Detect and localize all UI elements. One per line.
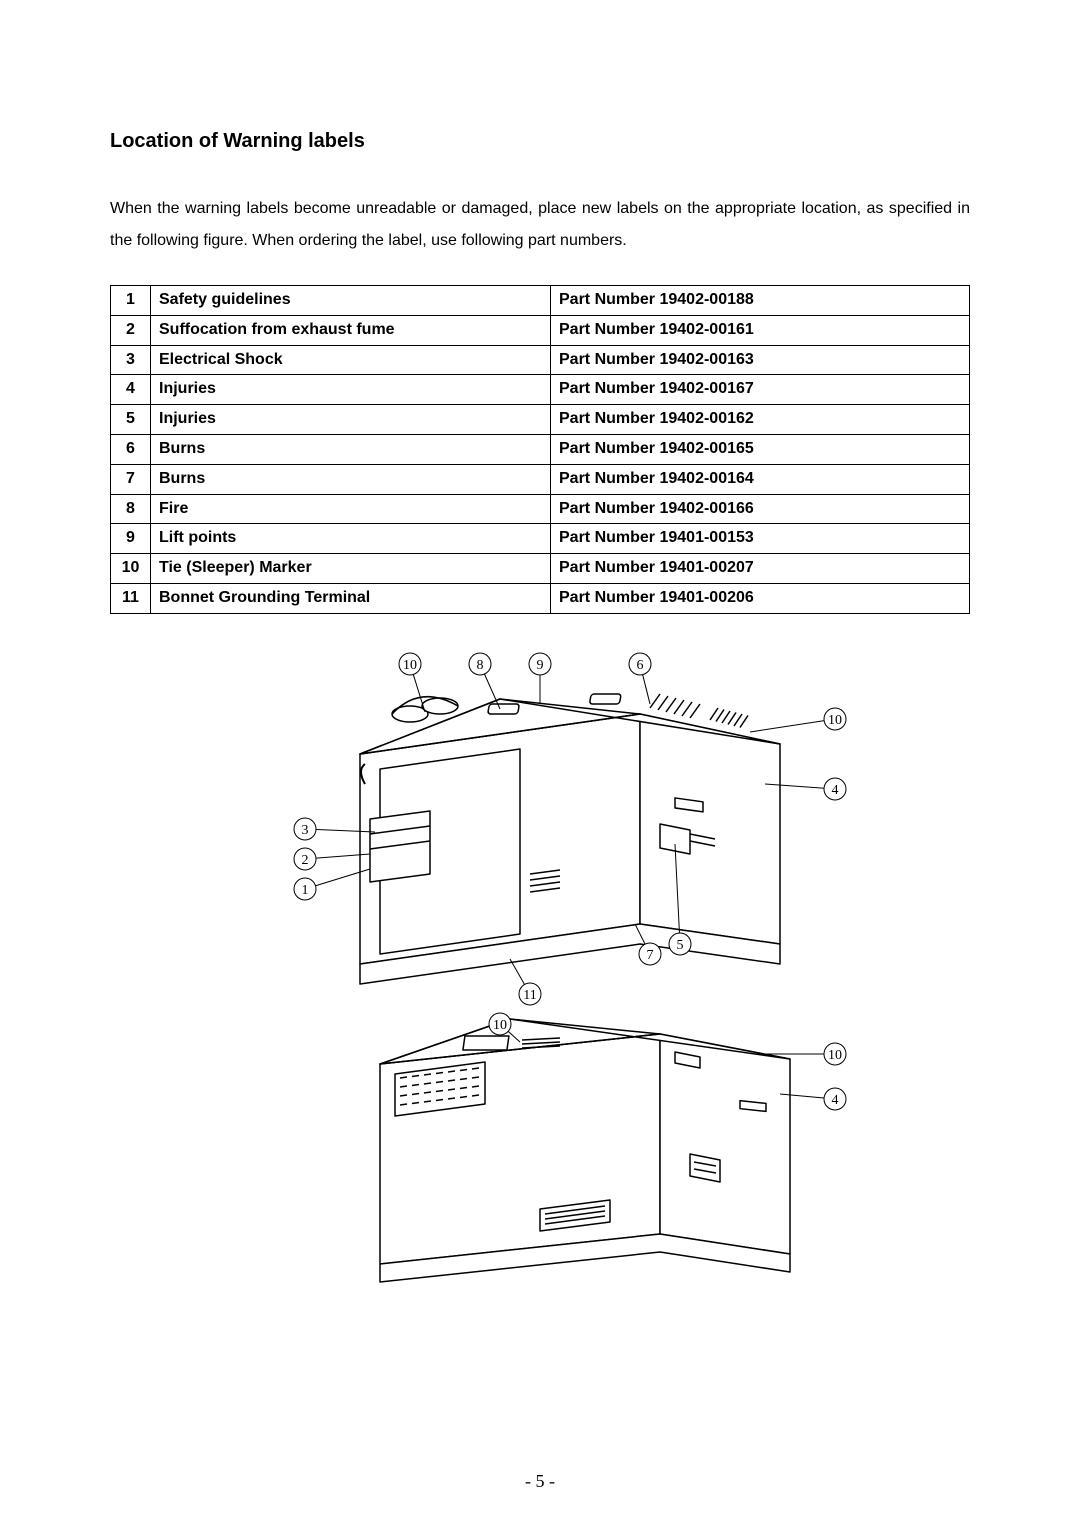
svg-text:1: 1 (302, 883, 309, 898)
row-part-number: Part Number 19402-00165 (551, 434, 970, 464)
row-number: 2 (111, 315, 151, 345)
svg-text:11: 11 (523, 988, 536, 1003)
table-row: 5InjuriesPart Number 19402-00162 (111, 405, 970, 435)
row-description: Fire (151, 494, 551, 524)
table-row: 4InjuriesPart Number 19402-00167 (111, 375, 970, 405)
row-part-number: Part Number 19402-00161 (551, 315, 970, 345)
row-number: 9 (111, 524, 151, 554)
row-part-number: Part Number 19401-00153 (551, 524, 970, 554)
row-description: Burns (151, 434, 551, 464)
row-description: Burns (151, 464, 551, 494)
svg-text:10: 10 (403, 658, 417, 673)
svg-text:2: 2 (302, 853, 309, 868)
part-number-table: 1Safety guidelinesPart Number 19402-0018… (110, 285, 970, 614)
table-row: 6BurnsPart Number 19402-00165 (111, 434, 970, 464)
svg-text:4: 4 (832, 783, 839, 798)
svg-text:3: 3 (302, 823, 309, 838)
row-part-number: Part Number 19402-00167 (551, 375, 970, 405)
row-part-number: Part Number 19402-00166 (551, 494, 970, 524)
table-row: 3Electrical ShockPart Number 19402-00163 (111, 345, 970, 375)
row-description: Injuries (151, 405, 551, 435)
table-row: 7BurnsPart Number 19402-00164 (111, 464, 970, 494)
svg-text:10: 10 (828, 713, 842, 728)
row-part-number: Part Number 19402-00162 (551, 405, 970, 435)
table-row: 9Lift pointsPart Number 19401-00153 (111, 524, 970, 554)
table-row: 2Suffocation from exhaust fumePart Numbe… (111, 315, 970, 345)
row-part-number: Part Number 19402-00163 (551, 345, 970, 375)
svg-text:8: 8 (477, 658, 484, 673)
table-row: 10Tie (Sleeper) MarkerPart Number 19401-… (111, 554, 970, 584)
diagram-container: 10 8 9 6 10 4 3 2 1 7 5 11 10 10 4 (220, 644, 860, 1289)
svg-text:10: 10 (493, 1018, 507, 1033)
page-number: - 5 - (0, 1471, 1080, 1492)
row-description: Lift points (151, 524, 551, 554)
svg-text:9: 9 (537, 658, 544, 673)
svg-text:10: 10 (828, 1048, 842, 1063)
row-number: 11 (111, 583, 151, 613)
svg-text:7: 7 (647, 948, 654, 963)
svg-text:4: 4 (832, 1093, 839, 1108)
section-heading: Location of Warning labels (110, 130, 970, 153)
table-row: 11Bonnet Grounding TerminalPart Number 1… (111, 583, 970, 613)
row-number: 1 (111, 286, 151, 316)
row-description: Tie (Sleeper) Marker (151, 554, 551, 584)
table-row: 1Safety guidelinesPart Number 19402-0018… (111, 286, 970, 316)
svg-text:5: 5 (677, 938, 684, 953)
intro-paragraph: When the warning labels become unreadabl… (110, 193, 970, 257)
row-part-number: Part Number 19401-00206 (551, 583, 970, 613)
row-description: Electrical Shock (151, 345, 551, 375)
row-part-number: Part Number 19402-00188 (551, 286, 970, 316)
row-number: 3 (111, 345, 151, 375)
generator-diagram: 10 8 9 6 10 4 3 2 1 7 5 11 10 10 4 (220, 644, 860, 1284)
row-number: 5 (111, 405, 151, 435)
row-part-number: Part Number 19401-00207 (551, 554, 970, 584)
svg-text:6: 6 (637, 658, 644, 673)
row-number: 6 (111, 434, 151, 464)
row-description: Suffocation from exhaust fume (151, 315, 551, 345)
row-description: Injuries (151, 375, 551, 405)
row-number: 7 (111, 464, 151, 494)
table-row: 8FirePart Number 19402-00166 (111, 494, 970, 524)
row-number: 8 (111, 494, 151, 524)
row-number: 10 (111, 554, 151, 584)
row-description: Safety guidelines (151, 286, 551, 316)
row-part-number: Part Number 19402-00164 (551, 464, 970, 494)
row-description: Bonnet Grounding Terminal (151, 583, 551, 613)
row-number: 4 (111, 375, 151, 405)
